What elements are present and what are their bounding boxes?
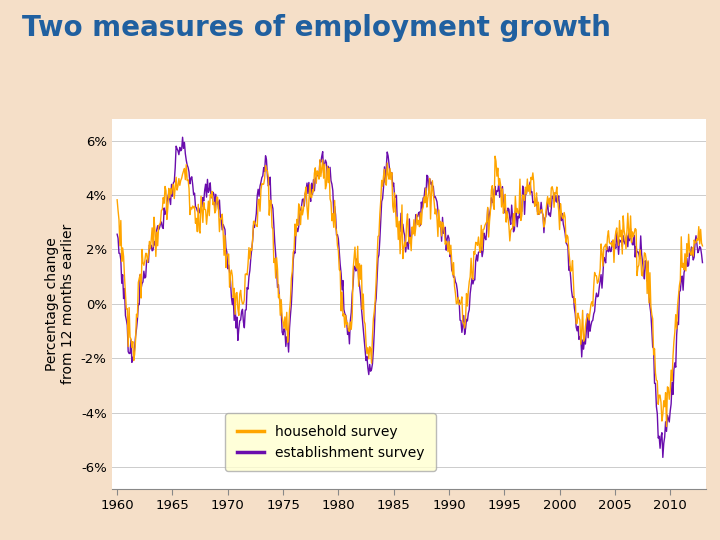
Y-axis label: Percentage change
from 12 months earlier: Percentage change from 12 months earlier <box>45 224 76 384</box>
Text: Two measures of employment growth: Two measures of employment growth <box>22 14 611 42</box>
Legend: household survey, establishment survey: household survey, establishment survey <box>225 414 436 471</box>
